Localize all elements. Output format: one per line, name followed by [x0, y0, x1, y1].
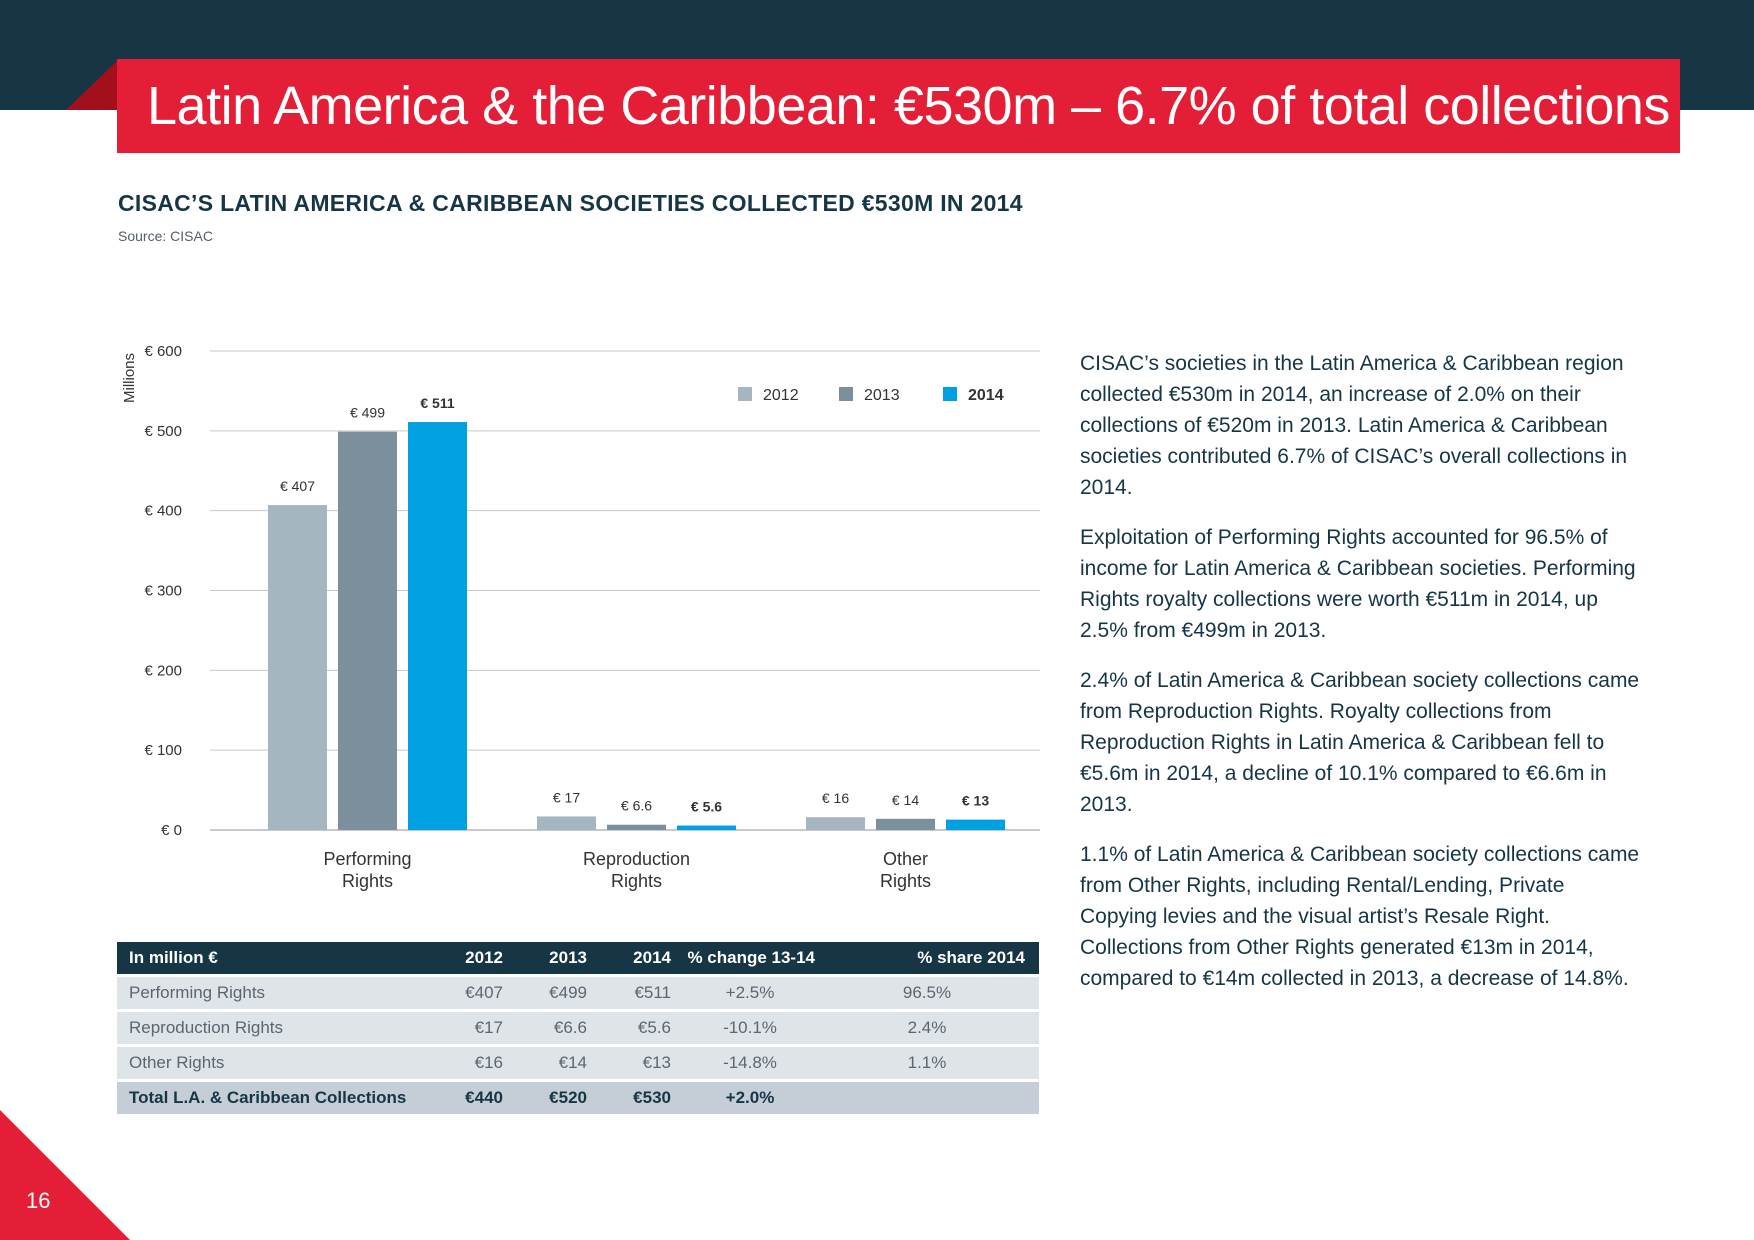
bar [806, 817, 865, 830]
title-fold-decoration [66, 60, 118, 110]
legend-swatch [738, 387, 752, 401]
x-tick-label: Reproduction [583, 849, 690, 869]
page-corner-decoration [0, 1110, 130, 1240]
table-cell: €6.6 [517, 1012, 601, 1044]
paragraph: 1.1% of Latin America & Caribbean societ… [1080, 843, 1640, 990]
table-cell: €511 [601, 977, 685, 1009]
table-cell: 1.1% [829, 1047, 1039, 1079]
table-cell: €440 [443, 1082, 517, 1114]
y-tick-label: € 300 [144, 583, 182, 600]
y-tick-label: € 100 [144, 742, 182, 759]
bar [607, 824, 666, 830]
paragraph: Exploitation of Performing Rights accoun… [1080, 526, 1636, 642]
paragraph: CISAC’s societies in the Latin America &… [1080, 352, 1628, 499]
data-label: € 16 [822, 790, 849, 806]
table-header-cell: % change 13-14 [685, 942, 829, 974]
legend-label: 2013 [864, 387, 900, 404]
legend-label: 2012 [763, 387, 799, 404]
table-header-cell: % share 2014 [829, 942, 1039, 974]
table-header-cell: 2012 [443, 942, 517, 974]
paragraph: 2.4% of Latin America & Caribbean societ… [1080, 669, 1640, 816]
data-label: € 13 [962, 793, 989, 809]
x-tick-label: Other [883, 849, 928, 869]
table-cell [829, 1082, 1039, 1114]
table-cell: €16 [443, 1047, 517, 1079]
data-label: € 407 [280, 478, 315, 494]
table-cell: Performing Rights [117, 977, 443, 1009]
bar [537, 816, 596, 830]
bar [677, 825, 736, 830]
data-label: € 17 [553, 789, 580, 805]
table-cell: Total L.A. & Caribbean Collections [117, 1082, 443, 1114]
table-header-cell: 2014 [601, 942, 685, 974]
bar [946, 819, 1005, 830]
legend-label: 2014 [968, 387, 1004, 404]
data-label: € 5.6 [691, 799, 722, 815]
data-label: € 511 [420, 395, 454, 411]
table-cell: €530 [601, 1082, 685, 1114]
table-row: Reproduction Rights €17 €6.6 €5.6 -10.1%… [117, 1012, 1039, 1044]
x-tick-label: Rights [611, 871, 662, 891]
table-cell: €5.6 [601, 1012, 685, 1044]
table-header-row: In million € 2012 2013 2014 % change 13-… [117, 942, 1039, 974]
bar [876, 818, 935, 830]
x-tick-label: Rights [342, 871, 393, 891]
table-cell: €520 [517, 1082, 601, 1114]
bar [338, 431, 397, 830]
data-label: € 6.6 [621, 798, 652, 814]
table-cell: +2.0% [685, 1082, 829, 1114]
source-note: Source: CISAC [118, 228, 213, 244]
table-cell: 96.5% [829, 977, 1039, 1009]
x-tick-label: Rights [880, 871, 931, 891]
y-tick-label: € 500 [144, 423, 182, 440]
table-header-cell: In million € [117, 942, 443, 974]
page-title: Latin America & the Caribbean: €530m – 6… [147, 76, 1670, 136]
bar [408, 422, 467, 830]
legend-swatch [943, 387, 957, 401]
table-cell: 2.4% [829, 1012, 1039, 1044]
table-row: Other Rights €16 €14 €13 -14.8% 1.1% [117, 1047, 1039, 1079]
table-cell: €14 [517, 1047, 601, 1079]
table-cell: €407 [443, 977, 517, 1009]
table-header-cell: 2013 [517, 942, 601, 974]
table-row: Performing Rights €407 €499 €511 +2.5% 9… [117, 977, 1039, 1009]
data-label: € 14 [892, 792, 919, 808]
table-cell: Reproduction Rights [117, 1012, 443, 1044]
table-cell: €499 [517, 977, 601, 1009]
y-tick-label: € 0 [161, 822, 182, 839]
collections-table: In million € 2012 2013 2014 % change 13-… [117, 939, 1039, 1117]
table-cell: -14.8% [685, 1047, 829, 1079]
title-bar: Latin America & the Caribbean: €530m – 6… [117, 59, 1680, 153]
table-cell: €17 [443, 1012, 517, 1044]
y-axis-label: Millions [121, 353, 138, 403]
data-label: € 499 [350, 405, 385, 421]
table-cell: Other Rights [117, 1047, 443, 1079]
table-cell: -10.1% [685, 1012, 829, 1044]
x-tick-label: Performing [323, 849, 411, 869]
y-tick-label: € 200 [144, 662, 182, 679]
body-text: CISAC’s societies in the Latin America &… [1080, 348, 1640, 1013]
table-total-row: Total L.A. & Caribbean Collections €440 … [117, 1082, 1039, 1114]
collections-bar-chart: € 0 € 100 € 200 € 300 € 400 € 500 € 600 Million… [121, 343, 1040, 891]
legend-swatch [839, 387, 853, 401]
y-tick-label: € 400 [144, 503, 182, 520]
table-cell: €13 [601, 1047, 685, 1079]
page-number: 16 [26, 1188, 51, 1213]
table-cell: +2.5% [685, 977, 829, 1009]
chart-subtitle: CISAC’S LATIN AMERICA & CARIBBEAN SOCIET… [118, 190, 1023, 216]
y-tick-label: € 600 [144, 343, 182, 360]
bar [268, 505, 327, 830]
